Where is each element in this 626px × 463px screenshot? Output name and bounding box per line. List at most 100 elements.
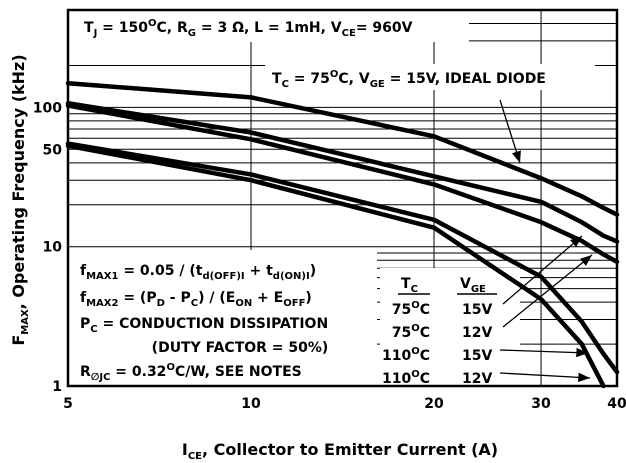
arrow <box>502 235 583 305</box>
text-part: 12V <box>462 371 492 387</box>
text-part: CE <box>342 28 356 39</box>
arrow <box>499 99 521 164</box>
text-part: C <box>411 284 418 295</box>
text-part: CE <box>188 451 202 462</box>
text-part: ON <box>235 298 252 309</box>
series-label: TC = 75OC, VGE = 15V, IDEAL DIODE <box>272 69 546 90</box>
text-part: C <box>420 325 430 341</box>
text-part: d(OFF)I <box>202 271 244 282</box>
label-box <box>265 64 595 90</box>
text-part: C <box>90 324 97 335</box>
text-part: C, V <box>338 71 369 87</box>
legend-vge: 12V <box>462 371 492 387</box>
arrow <box>499 372 591 383</box>
text-part: C <box>191 298 198 309</box>
note: fMAX2 = (PD - PC) / (EON + EOFF) <box>80 290 312 309</box>
x-tick-label: 20 <box>424 396 444 412</box>
legend-vge: 15V <box>462 302 492 318</box>
text-part: (DUTY FACTOR = 50%) <box>152 340 329 356</box>
text-part: O <box>411 346 420 357</box>
text-part: I <box>182 440 188 459</box>
text-part: = 150 <box>97 20 148 36</box>
text-part: 15V <box>462 348 492 364</box>
text-part: O <box>411 369 420 380</box>
text-part: ) <box>305 290 311 306</box>
y-tick-label: 100 <box>33 100 62 116</box>
text-part: = (P <box>118 290 156 306</box>
text-part: + t <box>245 263 273 279</box>
legend-tc: 110OC <box>382 369 430 387</box>
text-part: 110 <box>382 348 411 364</box>
legend-vge: 12V <box>462 325 492 341</box>
text-part: 15V <box>462 302 492 318</box>
text-part: f <box>80 263 87 279</box>
y-tick-label: 1 <box>52 379 62 395</box>
text-part: = 75 <box>289 71 330 87</box>
text-part: C <box>420 302 430 318</box>
x-tick-label: 5 <box>63 396 73 412</box>
title-box <box>69 11 469 42</box>
text-part: C <box>282 79 289 90</box>
text-part: = 3 Ω, L = 1mH, V <box>196 20 342 36</box>
legend-tc: 75OC <box>392 300 430 318</box>
text-part: f <box>80 290 87 306</box>
text-part: = 0.05 / (t <box>118 263 202 279</box>
text-part: G <box>188 28 196 39</box>
text-part: C <box>420 348 430 364</box>
text-part: GE <box>471 284 486 295</box>
y-axis-label: FMAX, Operating Frequency (kHz) <box>9 54 31 345</box>
text-part: , Collector to Emitter Current (A) <box>202 440 498 459</box>
notes-box <box>69 250 377 385</box>
text-part: OFF <box>283 298 305 309</box>
arrow <box>502 254 593 328</box>
text-part: MAX <box>20 309 31 335</box>
text-part: R <box>80 364 91 380</box>
text-part: O <box>411 300 420 311</box>
text-part: - P <box>165 290 191 306</box>
text-part: C, R <box>157 20 188 36</box>
text-part: ) <box>310 263 316 279</box>
text-part: 75 <box>392 325 411 341</box>
arrow <box>499 347 589 358</box>
text-part: T <box>84 20 94 36</box>
note: R∅JC = 0.32OC/W, SEE NOTES <box>80 362 302 383</box>
text-part: = 960V <box>356 20 413 36</box>
legend-vge: 15V <box>462 348 492 364</box>
text-part: 110 <box>382 371 411 387</box>
text-part: 75 <box>392 302 411 318</box>
legend-tc: 110OC <box>382 346 430 364</box>
text-part: O <box>166 362 175 373</box>
plot-frame <box>66 8 619 388</box>
text-part: T <box>272 71 282 87</box>
x-tick-label: 40 <box>607 396 626 412</box>
text-part: D <box>157 298 165 309</box>
text-part: C/W, SEE NOTES <box>175 364 302 380</box>
note: PC = CONDUCTION DISSIPATION <box>80 316 328 335</box>
note: (DUTY FACTOR = 50%) <box>152 340 329 356</box>
text-part: , Operating Frequency (kHz) <box>9 54 28 309</box>
legend-box <box>380 268 520 385</box>
text-part: MAX2 <box>86 298 118 309</box>
text-part: V <box>460 276 471 292</box>
legend-header: TC <box>401 276 418 295</box>
series-line <box>65 103 620 264</box>
text-part: d(ON)I <box>273 271 310 282</box>
x-axis-label: ICE, Collector to Emitter Current (A) <box>182 440 498 462</box>
text-part: O <box>148 18 157 29</box>
text-part: C <box>420 371 430 387</box>
x-tick-label: 30 <box>531 396 551 412</box>
series-line <box>65 80 620 217</box>
text-part: F <box>9 335 28 346</box>
text-part: = CONDUCTION DISSIPATION <box>98 316 329 332</box>
text-part: = 15V, IDEAL DIODE <box>385 71 546 87</box>
x-tick-label: 10 <box>241 396 261 412</box>
text-part: GE <box>370 79 385 90</box>
text-part: ∅JC <box>91 372 111 383</box>
text-part: J <box>93 28 98 39</box>
text-part: O <box>330 69 339 80</box>
text-part: T <box>401 276 411 292</box>
text-part: 12V <box>462 325 492 341</box>
legend-header: VGE <box>460 276 486 295</box>
note: fMAX1 = 0.05 / (td(OFF)I + td(ON)I) <box>80 263 316 282</box>
